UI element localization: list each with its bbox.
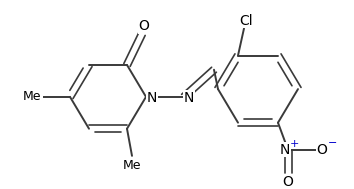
Text: +: + <box>289 139 299 149</box>
Text: Me: Me <box>123 159 141 172</box>
Text: −: − <box>328 138 338 148</box>
Text: N: N <box>147 91 157 105</box>
Text: O: O <box>138 19 149 33</box>
Text: N: N <box>280 143 290 157</box>
Text: Cl: Cl <box>239 14 253 28</box>
Text: N: N <box>184 91 194 105</box>
Text: O: O <box>282 175 293 189</box>
Text: O: O <box>316 143 327 157</box>
Text: Me: Me <box>23 90 41 103</box>
